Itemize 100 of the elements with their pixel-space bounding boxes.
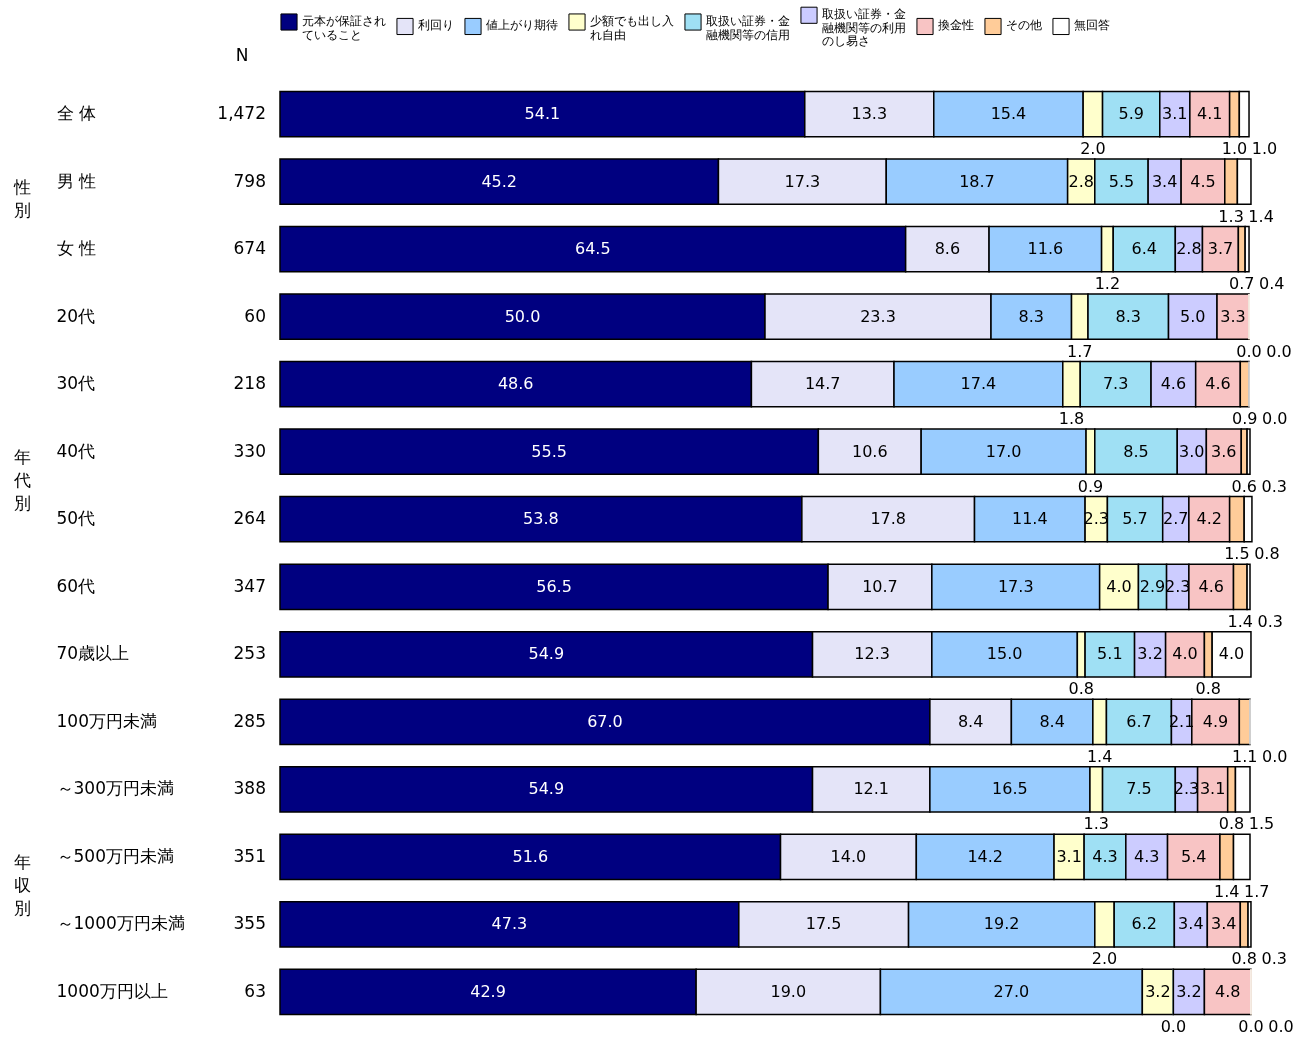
data-label: 12.3 [854, 644, 890, 664]
y2-tick-label: 347 [233, 575, 266, 596]
data-label: 1.5 [1224, 544, 1250, 564]
data-label: 0.0 [1160, 1016, 1187, 1036]
y-tick-label: 50代 [56, 508, 96, 529]
data-label: 11.6 [1027, 239, 1064, 259]
y-tick-label: 100万円未満 [56, 710, 157, 731]
data-label: 3.1 [1056, 846, 1082, 866]
data-label: 17.5 [805, 914, 842, 934]
data-label: 0.0 [1268, 1016, 1294, 1036]
legend-label: 少額でも出し入れ自由 [590, 14, 674, 42]
data-label: 3.4 [1151, 171, 1178, 191]
data-label: 17.3 [997, 576, 1034, 596]
data-label: 3.4 [1178, 914, 1204, 934]
data-label: 67.0 [587, 711, 623, 731]
y2-tick-label: 388 [233, 778, 266, 799]
y2-tick-label: 264 [233, 508, 266, 529]
data-label: 6.7 [1126, 711, 1152, 731]
text: 性別 [12, 177, 31, 221]
data-label: 17.8 [870, 509, 906, 529]
data-label: 27.0 [993, 981, 1030, 1001]
data-label: 54.9 [528, 644, 565, 664]
data-label: 54.9 [528, 779, 565, 799]
data-label: 4.2 [1196, 509, 1222, 529]
data-label: 4.0 [1172, 644, 1198, 664]
data-label: 13.3 [851, 104, 888, 124]
y-tick-label: 20代 [56, 305, 96, 326]
data-label: 3.2 [1176, 981, 1202, 1001]
text: 年代別 [12, 447, 31, 514]
data-label: 48.6 [497, 374, 534, 394]
data-label: 54.1 [524, 104, 561, 124]
y2-tick-label: 218 [233, 373, 266, 394]
y2-tick-label: 1,472 [217, 103, 266, 124]
data-label: 1.4 [1086, 746, 1113, 766]
data-label: 5.7 [1122, 509, 1148, 529]
data-label: 1.7 [1067, 341, 1093, 361]
y2-tick-label: 798 [233, 170, 266, 191]
data-label: 0.9 [1231, 409, 1258, 429]
data-label: 5.4 [1181, 846, 1207, 866]
legend-label: 利回り [418, 18, 454, 33]
data-label: 0.9 [1077, 476, 1104, 496]
legend-label: 値上がり期待 [486, 18, 558, 33]
data-label: 10.6 [851, 441, 888, 461]
data-label: 50.0 [504, 306, 541, 326]
data-label: 53.8 [523, 509, 559, 529]
data-label: 1.0 [1221, 139, 1248, 159]
data-label: 4.6 [1205, 374, 1231, 394]
data-label: 3.2 [1145, 981, 1171, 1001]
data-label: 14.0 [830, 846, 867, 866]
data-label: 0.0 [1261, 746, 1288, 766]
data-label: 0.8 [1195, 679, 1222, 699]
data-label: 0.0 [1261, 409, 1288, 429]
data-label: 8.5 [1123, 441, 1149, 461]
data-label: 5.1 [1097, 644, 1123, 664]
data-label: 3.1 [1162, 104, 1188, 124]
data-label: 23.3 [860, 306, 896, 326]
data-label: 16.5 [992, 779, 1028, 799]
data-label: 0.3 [1261, 476, 1287, 496]
data-label: 3.3 [1220, 306, 1246, 326]
data-label: 55.5 [531, 441, 567, 461]
y-tick-label: ～300万円未満 [56, 778, 174, 799]
data-label: 4.5 [1190, 171, 1216, 191]
data-label: 0.0 [1266, 341, 1292, 361]
data-label: 5.5 [1108, 171, 1135, 191]
data-label: 4.6 [1198, 576, 1224, 596]
text: 年収別 [13, 852, 31, 919]
data-label: 1.8 [1058, 409, 1085, 429]
data-label: 19.0 [770, 981, 807, 1001]
y-tick-label: 40代 [56, 440, 96, 461]
y-tick-label: ～1000万円未満 [56, 913, 185, 934]
data-label: 15.0 [986, 644, 1023, 664]
data-label: 4.1 [1197, 104, 1223, 124]
y-tick-label: 60代 [56, 575, 96, 596]
legend-label: 取扱い証券・金融機関等の利用のし易さ [822, 7, 906, 49]
data-label: 0.6 [1231, 476, 1257, 496]
data-label: 3.2 [1137, 644, 1163, 664]
data-label: 1.4 [1227, 611, 1254, 631]
data-label: 2.8 [1176, 239, 1202, 259]
data-label: 0.8 [1254, 544, 1280, 564]
y2-tick-label: 330 [233, 440, 266, 461]
data-label: 2.8 [1068, 171, 1094, 191]
data-label: 1.1 [1231, 746, 1258, 766]
y2-tick-label: 60 [244, 305, 266, 326]
data-label: 3.0 [1179, 441, 1205, 461]
data-label: 4.0 [1106, 576, 1132, 596]
text: N [235, 45, 249, 65]
y-tick-label: 男 性 [56, 170, 96, 191]
data-label: 56.5 [536, 576, 572, 596]
y-tick-label: ～500万円未満 [56, 845, 174, 866]
data-label: 45.2 [481, 171, 518, 191]
data-label: 42.9 [470, 981, 506, 1001]
data-label: 1.3 [1083, 814, 1109, 834]
data-label: 7.5 [1126, 779, 1152, 799]
legend-label: 取扱い証券・金融機関等の信用 [706, 14, 790, 42]
data-label: 0.0 [1236, 341, 1262, 361]
data-label: 0.8 [1068, 679, 1094, 699]
y2-tick-label: 285 [233, 710, 266, 731]
data-label: 18.7 [959, 171, 995, 191]
data-label: 5.9 [1118, 104, 1144, 124]
y-tick-label: 全 体 [56, 103, 96, 124]
